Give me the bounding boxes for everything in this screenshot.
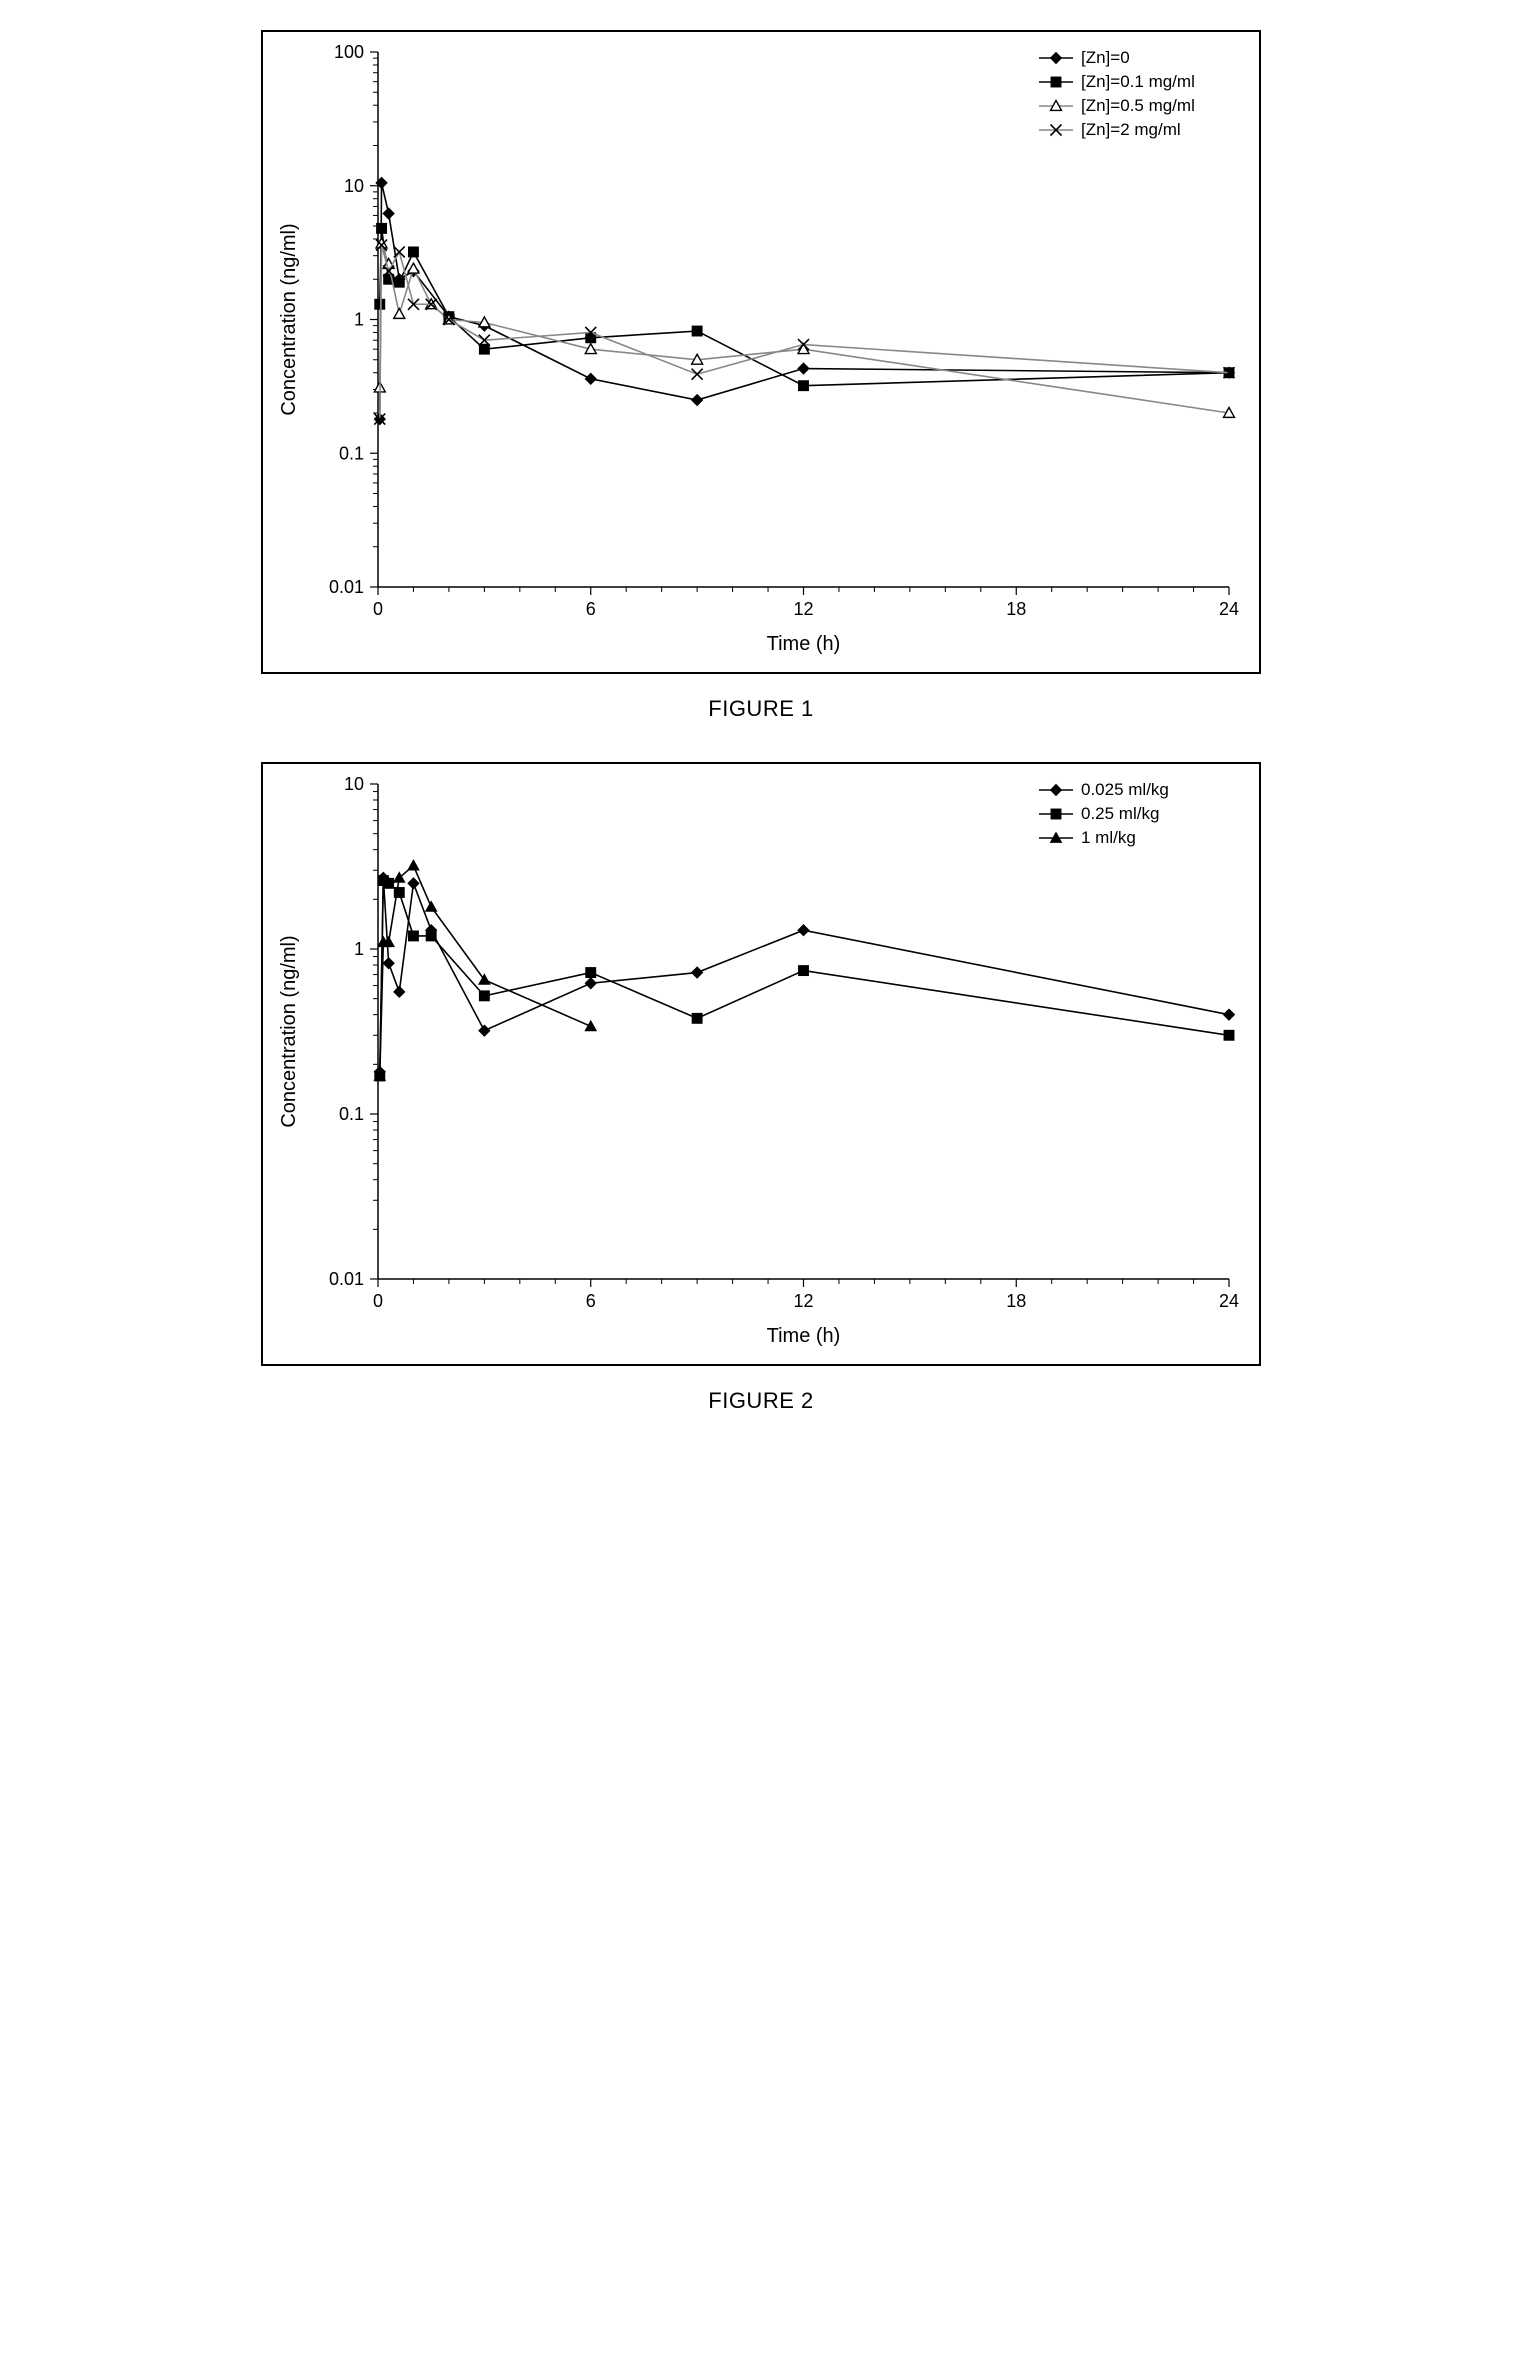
svg-text:0: 0 [373,1291,383,1311]
svg-text:6: 6 [586,1291,596,1311]
svg-text:6: 6 [586,599,596,619]
svg-text:18: 18 [1006,1291,1026,1311]
svg-text:Time (h): Time (h) [767,1325,841,1347]
svg-text:10: 10 [344,176,364,196]
svg-text:0: 0 [373,599,383,619]
svg-text:1 ml/kg: 1 ml/kg [1081,828,1136,847]
svg-text:18: 18 [1006,599,1026,619]
svg-text:10: 10 [344,774,364,794]
svg-text:[Zn]=0: [Zn]=0 [1081,48,1130,67]
svg-text:[Zn]=0.1 mg/ml: [Zn]=0.1 mg/ml [1081,72,1195,91]
figure-2-container: 0 6 12 18 24 0.01 0.1 1 10 Time (h) Concentration … [261,762,1261,1414]
svg-text:0.1: 0.1 [339,443,364,463]
svg-text:12: 12 [793,599,813,619]
svg-text:1: 1 [354,310,364,330]
figure-2-caption: FIGURE 2 [261,1388,1261,1414]
svg-text:[Zn]=0.5 mg/ml: [Zn]=0.5 mg/ml [1081,96,1195,115]
svg-text:0.25 ml/kg: 0.25 ml/kg [1081,804,1159,823]
svg-text:Concentration (ng/ml): Concentration (ng/ml) [278,935,300,1127]
svg-text:24: 24 [1219,1291,1239,1311]
svg-text:[Zn]=2 mg/ml: [Zn]=2 mg/ml [1081,120,1181,139]
svg-text:0.01: 0.01 [329,1269,364,1289]
svg-text:0.025 ml/kg: 0.025 ml/kg [1081,780,1169,799]
svg-text:Time (h): Time (h) [767,633,841,655]
svg-text:100: 100 [334,42,364,62]
svg-text:24: 24 [1219,599,1239,619]
svg-text:0.01: 0.01 [329,577,364,597]
figure-1-svg: 0 6 12 18 24 0.01 0.1 1 10 100 Time (h) Concentrati… [263,32,1259,672]
svg-text:1: 1 [354,939,364,959]
svg-text:Concentration (ng/ml): Concentration (ng/ml) [278,223,300,415]
figure-1-container: 0 6 12 18 24 0.01 0.1 1 10 100 Time (h) Concentrati… [261,30,1261,722]
figure-1-caption: FIGURE 1 [261,696,1261,722]
figure-2-chart: 0 6 12 18 24 0.01 0.1 1 10 Time (h) Concentration … [261,762,1261,1366]
figure-2-svg: 0 6 12 18 24 0.01 0.1 1 10 Time (h) Concentration … [263,764,1259,1364]
svg-text:12: 12 [793,1291,813,1311]
svg-text:0.1: 0.1 [339,1104,364,1124]
figure-1-chart: 0 6 12 18 24 0.01 0.1 1 10 100 Time (h) Concentrati… [261,30,1261,674]
